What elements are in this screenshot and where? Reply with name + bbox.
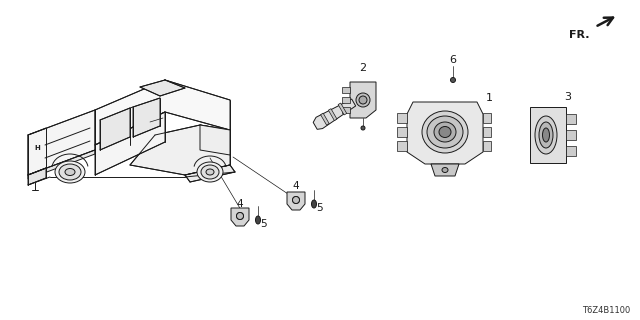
Polygon shape bbox=[95, 112, 165, 175]
Polygon shape bbox=[28, 129, 46, 175]
Polygon shape bbox=[483, 113, 491, 123]
Polygon shape bbox=[287, 192, 305, 210]
Ellipse shape bbox=[65, 169, 75, 175]
Ellipse shape bbox=[539, 122, 553, 148]
Polygon shape bbox=[185, 165, 235, 182]
Circle shape bbox=[292, 196, 300, 204]
Text: 1: 1 bbox=[486, 93, 493, 103]
Ellipse shape bbox=[439, 126, 451, 138]
Ellipse shape bbox=[442, 167, 448, 172]
Ellipse shape bbox=[361, 126, 365, 130]
Text: 4: 4 bbox=[237, 199, 243, 209]
Ellipse shape bbox=[356, 93, 370, 107]
Ellipse shape bbox=[451, 77, 456, 83]
Polygon shape bbox=[407, 102, 483, 164]
Ellipse shape bbox=[292, 196, 300, 204]
Text: H: H bbox=[34, 145, 40, 151]
Ellipse shape bbox=[237, 212, 243, 220]
Text: 3: 3 bbox=[564, 92, 572, 102]
Polygon shape bbox=[338, 103, 347, 115]
Ellipse shape bbox=[312, 200, 317, 208]
Polygon shape bbox=[431, 164, 459, 176]
Ellipse shape bbox=[206, 169, 214, 175]
Polygon shape bbox=[28, 110, 95, 175]
Polygon shape bbox=[566, 146, 576, 156]
Polygon shape bbox=[100, 108, 130, 150]
Polygon shape bbox=[397, 127, 407, 137]
Polygon shape bbox=[140, 80, 185, 96]
Ellipse shape bbox=[359, 96, 367, 104]
Polygon shape bbox=[231, 208, 249, 226]
Ellipse shape bbox=[201, 165, 219, 179]
Polygon shape bbox=[397, 113, 407, 123]
Ellipse shape bbox=[197, 162, 223, 182]
Ellipse shape bbox=[422, 111, 468, 153]
Polygon shape bbox=[483, 141, 491, 151]
Polygon shape bbox=[397, 141, 407, 151]
Polygon shape bbox=[28, 168, 46, 185]
Text: 5: 5 bbox=[316, 203, 323, 213]
Polygon shape bbox=[483, 127, 491, 137]
Polygon shape bbox=[342, 97, 350, 103]
Polygon shape bbox=[200, 125, 230, 155]
Polygon shape bbox=[313, 99, 356, 129]
Polygon shape bbox=[342, 107, 350, 113]
Text: 5: 5 bbox=[260, 219, 266, 229]
Text: 2: 2 bbox=[360, 63, 367, 73]
Polygon shape bbox=[342, 87, 350, 93]
Polygon shape bbox=[350, 82, 376, 118]
Text: 4: 4 bbox=[292, 181, 300, 191]
Ellipse shape bbox=[543, 128, 550, 142]
Polygon shape bbox=[200, 125, 230, 165]
Polygon shape bbox=[130, 125, 230, 175]
Ellipse shape bbox=[255, 216, 260, 224]
Polygon shape bbox=[28, 150, 95, 179]
Circle shape bbox=[237, 212, 243, 220]
Polygon shape bbox=[133, 98, 160, 137]
Polygon shape bbox=[566, 130, 576, 140]
Polygon shape bbox=[321, 113, 329, 125]
Ellipse shape bbox=[427, 116, 463, 148]
Polygon shape bbox=[566, 114, 576, 124]
Text: T6Z4B1100: T6Z4B1100 bbox=[582, 306, 630, 315]
Text: FR.: FR. bbox=[570, 30, 590, 40]
Ellipse shape bbox=[535, 116, 557, 154]
Ellipse shape bbox=[55, 161, 85, 183]
Polygon shape bbox=[95, 80, 230, 145]
Text: 6: 6 bbox=[449, 55, 456, 65]
Polygon shape bbox=[328, 109, 337, 121]
Polygon shape bbox=[530, 107, 566, 163]
Ellipse shape bbox=[59, 164, 81, 180]
Ellipse shape bbox=[434, 122, 456, 142]
